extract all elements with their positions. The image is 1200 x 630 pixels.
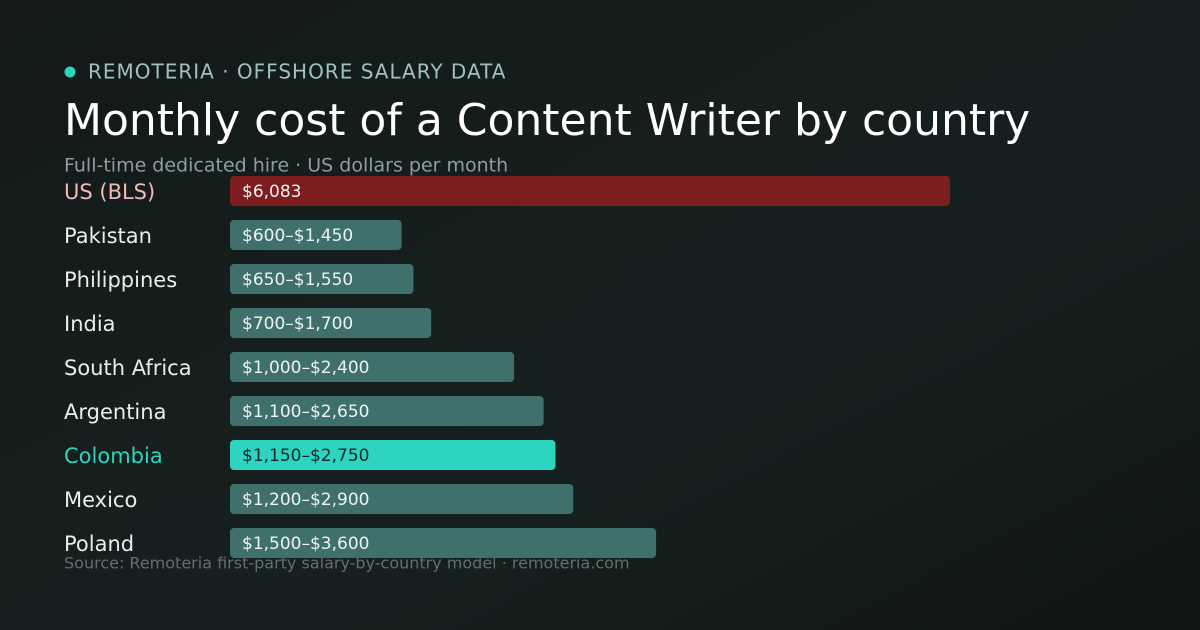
bar bbox=[230, 308, 432, 338]
kicker-dot bbox=[64, 66, 76, 78]
bar bbox=[230, 264, 414, 294]
bar bbox=[230, 440, 556, 470]
source: Source: Remoteria first-party salary-by-… bbox=[64, 554, 630, 573]
bar bbox=[230, 484, 574, 514]
category-label: South Africa bbox=[64, 356, 192, 380]
category-label: India bbox=[64, 312, 116, 336]
value-label: $650–$1,550 bbox=[242, 270, 353, 290]
subtitle: Full-time dedicated hire · US dollars pe… bbox=[64, 155, 508, 177]
bar bbox=[230, 396, 544, 426]
bar bbox=[230, 220, 402, 250]
category-label: Colombia bbox=[64, 444, 163, 468]
category-label: Poland bbox=[64, 532, 134, 556]
value-label: $6,083 bbox=[242, 182, 301, 202]
bar bbox=[230, 528, 657, 558]
category-label: Argentina bbox=[64, 400, 166, 424]
value-label: $600–$1,450 bbox=[242, 226, 353, 246]
bar bbox=[230, 352, 515, 382]
chart-title: Monthly cost of a Content Writer by coun… bbox=[64, 95, 1030, 146]
bar bbox=[230, 176, 950, 206]
value-label: $700–$1,700 bbox=[242, 314, 353, 334]
value-label: $1,150–$2,750 bbox=[242, 446, 369, 466]
value-label: $1,500–$3,600 bbox=[242, 534, 369, 554]
category-label: US (BLS) bbox=[64, 180, 155, 204]
kicker: REMOTERIA · OFFSHORE SALARY DATA bbox=[88, 60, 506, 84]
value-label: $1,200–$2,900 bbox=[242, 490, 369, 510]
category-label: Pakistan bbox=[64, 224, 152, 248]
category-label: Mexico bbox=[64, 488, 137, 512]
value-label: $1,100–$2,650 bbox=[242, 402, 369, 422]
value-label: $1,000–$2,400 bbox=[242, 358, 369, 378]
category-label: Philippines bbox=[64, 268, 177, 292]
